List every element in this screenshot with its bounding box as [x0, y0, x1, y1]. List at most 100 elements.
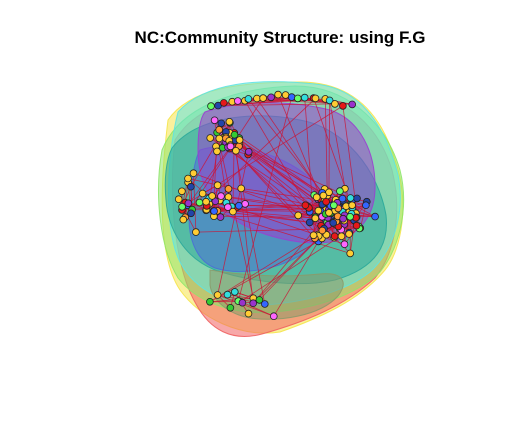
graph-node	[329, 201, 338, 210]
graph-node	[255, 296, 264, 304]
graph-nodes	[174, 90, 379, 321]
graph-node	[213, 147, 221, 156]
graph-node	[345, 230, 353, 238]
graph-node	[189, 169, 198, 178]
graph-node	[339, 214, 347, 223]
graph-node	[215, 134, 224, 143]
graph-node	[184, 199, 193, 208]
page-title: NC:Community Structure: using F.G	[134, 28, 426, 47]
graph-node	[269, 312, 278, 321]
graph-node	[206, 134, 215, 142]
graph-node	[234, 97, 242, 105]
graph-edge	[190, 186, 193, 210]
graph-edge	[237, 96, 293, 302]
graph-node	[232, 147, 240, 155]
graph-node	[235, 136, 244, 144]
graph-node	[213, 291, 222, 299]
graph-node	[336, 187, 344, 195]
graph-node	[253, 94, 261, 103]
graph-node	[210, 116, 219, 125]
graph-node	[226, 303, 235, 312]
graph-node	[179, 215, 188, 224]
graph-node	[318, 226, 327, 235]
graph-edge	[225, 136, 328, 196]
graph-node	[184, 174, 192, 183]
graph-node	[217, 192, 225, 200]
graph-node	[346, 213, 354, 221]
graph-node	[312, 193, 321, 202]
graph-node	[244, 148, 253, 156]
graph-node	[210, 207, 218, 215]
graph-node	[174, 195, 183, 204]
graph-node	[311, 214, 320, 223]
graph-node	[362, 201, 370, 210]
graph-node	[346, 194, 355, 202]
graph-edge	[218, 103, 335, 106]
graph-node	[235, 201, 243, 210]
graph-node	[207, 102, 215, 110]
graph-node	[338, 194, 347, 203]
graph-edge	[217, 294, 274, 317]
graph-node	[192, 228, 200, 236]
graph-edge	[230, 144, 316, 239]
graph-node	[353, 194, 361, 203]
graph-node	[226, 142, 235, 151]
graph-node	[249, 299, 258, 308]
graph-node	[267, 93, 275, 102]
graph-node	[301, 201, 310, 210]
graph-edge	[195, 227, 361, 233]
graph-edge	[324, 98, 328, 196]
graph-node	[311, 94, 320, 103]
graph-node	[225, 118, 234, 126]
graph-node	[325, 209, 333, 217]
graph-node	[325, 96, 334, 105]
graph-node	[274, 90, 282, 99]
graph-node	[305, 218, 314, 227]
graph-node	[371, 212, 379, 221]
graph-node	[260, 300, 269, 308]
graph-edge	[211, 98, 316, 197]
graph-node	[346, 249, 355, 258]
graph-edge	[181, 105, 344, 208]
graph-node	[340, 240, 349, 249]
graph-node	[329, 219, 338, 227]
graph-node	[178, 187, 186, 196]
graph-node	[195, 198, 204, 207]
graph-node	[229, 207, 237, 216]
graph-node	[224, 203, 232, 211]
graph-node	[206, 297, 214, 306]
graph-node	[337, 232, 346, 241]
graph-node	[287, 93, 296, 101]
graph-node	[352, 221, 361, 230]
graph-edge	[184, 97, 264, 218]
graph-node	[178, 203, 186, 211]
graph-node	[331, 100, 339, 108]
graph-node	[208, 192, 216, 200]
graph-node	[231, 288, 239, 296]
graph-node	[293, 94, 302, 103]
graph-node	[309, 231, 318, 240]
graph-node	[294, 211, 303, 220]
graph-node	[348, 201, 356, 210]
graph-node	[244, 95, 253, 103]
graph-node	[198, 189, 207, 198]
graph-node	[314, 206, 323, 215]
graph-node	[259, 94, 267, 102]
graph-edge	[247, 154, 319, 211]
graph-node	[238, 298, 247, 307]
graph-node	[213, 181, 222, 190]
graph-node	[187, 209, 195, 218]
graph-node	[220, 99, 228, 107]
graph-node	[215, 125, 224, 134]
graph-node	[217, 119, 226, 128]
graph-node	[300, 93, 309, 102]
graph-edge	[277, 94, 327, 210]
graph-node	[348, 100, 357, 109]
graph-node	[319, 191, 328, 200]
graph-edge	[329, 100, 351, 217]
graph-edge	[240, 301, 274, 317]
graph-node	[241, 200, 249, 208]
graph-node	[330, 232, 339, 241]
graph-node	[202, 197, 210, 206]
